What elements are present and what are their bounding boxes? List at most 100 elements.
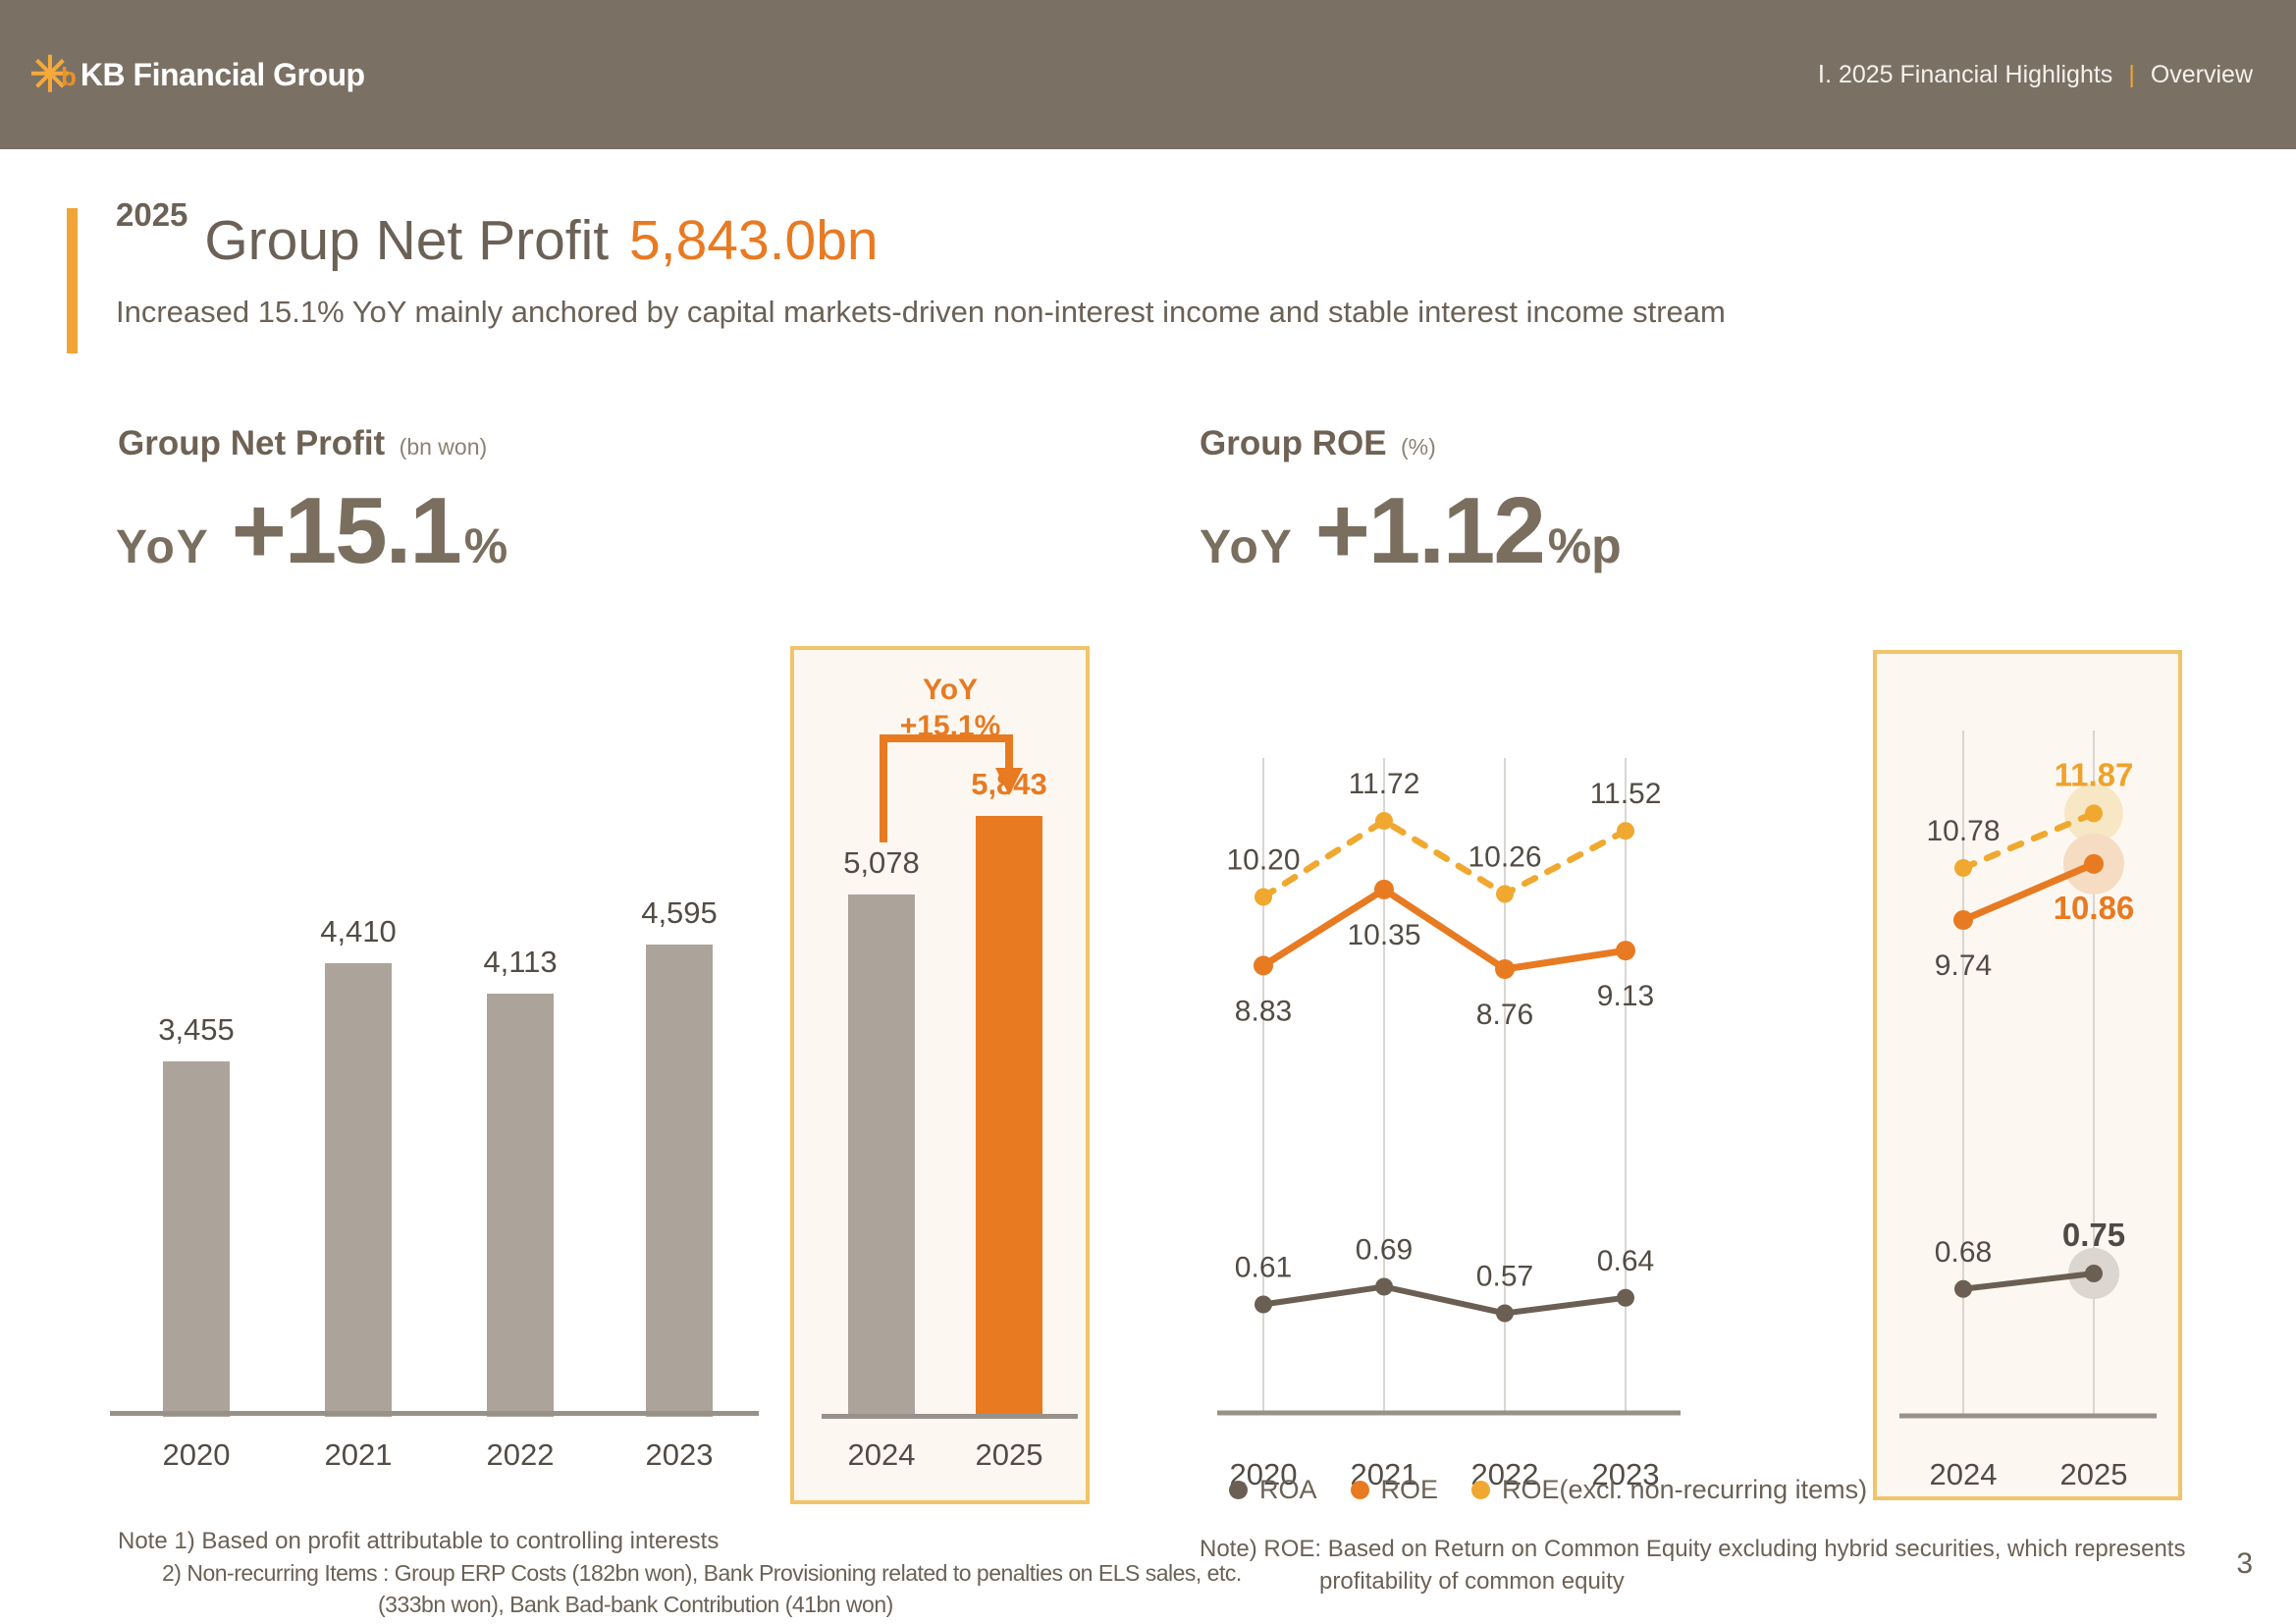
header-bar: ✳ b KB Financial Group Ⅰ. 2025 Financial … [0,0,2296,149]
value-label-ROE(excl. non-recurring items)-2025: 11.87 [2055,756,2134,792]
point-ROE-2022 [1495,959,1515,979]
legend-label: ROA [1259,1475,1317,1504]
point-ROE-2024 [1953,910,1973,931]
right-yoy-stat: YoY +1.12 %p [1200,477,1622,585]
bar-axis-label-2021: 2021 [324,1437,393,1472]
legend-dot-icon [1350,1481,1369,1499]
note-left-1: Note 1) Based on profit attributable to … [118,1528,720,1554]
bar-value-label-2024: 5,078 [843,845,920,880]
right-yoy-label: YoY [1200,521,1294,573]
value-label-ROE(excl. non-recurring items)-2022: 10.26 [1468,841,1541,874]
point-ROE(excl. non-recurring items)-2022 [1496,885,1514,903]
breadcrumb-section: Ⅰ. 2025 Financial Highlights [1817,61,2113,88]
breadcrumb: Ⅰ. 2025 Financial Highlights | Overview [1818,60,2253,89]
line-axis-label-2025: 2025 [2060,1457,2128,1491]
bar-2021 [325,963,392,1417]
value-label-ROA-2021: 0.69 [1356,1234,1413,1267]
note-left-3: (333bn won), Bank Bad-bank Contribution … [378,1592,893,1617]
point-ROE-2023 [1616,941,1635,961]
breadcrumb-divider: | [2128,60,2135,88]
breadcrumb-page: Overview [2150,60,2253,88]
bar-value-label-2021: 4,410 [320,914,397,948]
left-yoy-label: YoY [116,521,210,573]
bar-axis-label-2024: 2024 [847,1437,916,1472]
left-yoy-stat: YoY +15.1 % [116,477,507,585]
bar-2025 [976,816,1042,1417]
page-title: 2025 Group Net Profit 5,843.0bn [116,196,879,273]
point-ROE-2021 [1374,879,1394,899]
point-ROA-2020 [1255,1295,1272,1314]
point-ROA-2025 [2085,1265,2103,1282]
line-axis-label-2024: 2024 [1930,1457,1998,1491]
point-ROE(excl. non-recurring items)-2023 [1617,822,1634,840]
value-label-ROE-2023: 9.13 [1597,980,1654,1012]
note-left-2: 2) Non-recurring Items : Group ERP Costs… [162,1560,1242,1586]
point-ROE(excl. non-recurring items)-2024 [1954,858,1972,877]
value-label-ROA-2023: 0.64 [1597,1245,1654,1277]
point-ROA-2023 [1617,1288,1634,1307]
note-right-1: Note) ROE: Based on Return on Common Equ… [1200,1536,2186,1562]
value-label-ROA-2022: 0.57 [1476,1261,1533,1293]
bar-axis-label-2023: 2023 [645,1437,714,1472]
line-chart-highlight-box [1873,650,2182,1500]
line-ROA-1 [1960,1271,2097,1292]
yoy-arrow-icon [880,734,1023,842]
kb-logo: ✳ b KB Financial Group [29,50,365,99]
value-label-ROE-2025: 10.86 [2054,890,2135,926]
annotation-line1: YoY [922,674,979,706]
legend-item-ROE: ROE [1350,1475,1439,1505]
point-ROA-2021 [1375,1277,1393,1296]
line-axis-label-2023: 2023 [1592,1457,1660,1491]
page-number: 3 [2236,1547,2253,1580]
right-chart-title: Group ROE [1200,424,1387,462]
bar-value-label-2023: 4,595 [641,895,718,930]
right-chart-unit: (%) [1401,434,1436,460]
legend-item-ROE(excl. non-recurring items): ROE(excl. non-recurring items) [1471,1475,1867,1505]
title-year: 2025 [116,196,188,233]
line-ROA-0 [1260,1283,1629,1317]
bar-2023 [646,945,713,1417]
bar-2022 [487,994,554,1417]
legend-dot-icon [1229,1481,1248,1499]
value-label-ROA-2024: 0.68 [1935,1236,1992,1269]
bar-chart-highlight-axis [822,1414,1078,1419]
bar-2020 [163,1061,230,1417]
point-ROA-2022 [1496,1304,1514,1323]
note-right-2: profitability of common equity [1319,1568,1625,1595]
line-ROE-1 [1959,860,2098,924]
bar-axis-label-2022: 2022 [486,1437,555,1472]
right-yoy-unit: %p [1547,518,1622,573]
left-chart-title: Group Net Profit [118,424,386,462]
legend-label: ROE(excl. non-recurring items) [1502,1475,1868,1504]
bar-value-label-2022: 4,113 [483,945,558,979]
point-ROE(excl. non-recurring items)-2021 [1375,812,1393,831]
line-ROE(excl. non-recurring items)-1 [1959,810,2098,872]
bar-axis-label-2025: 2025 [975,1437,1043,1472]
left-yoy-value: +15.1 [231,478,462,583]
right-chart-heading: Group ROE (%) [1200,424,1436,463]
kb-star-b-icon: b [61,62,77,91]
title-main: Group Net Profit [204,209,610,272]
kb-star-icon: ✳ b [29,47,77,102]
legend-label: ROE [1380,1475,1439,1504]
line-ROE(excl. non-recurring items)-0 [1259,817,1629,900]
legend-item-ROA: ROA [1229,1475,1317,1505]
point-ROE(excl. non-recurring items)-2025 [2085,804,2103,823]
value-label-ROE-2024: 9.74 [1935,949,1992,982]
title-subtitle: Increased 15.1% YoY mainly anchored by c… [116,295,1726,329]
value-label-ROE-2021: 10.35 [1347,919,1420,951]
point-ROE(excl. non-recurring items)-2020 [1255,888,1272,906]
title-value: 5,843.0bn [629,209,879,272]
left-chart-unit: (bn won) [399,434,488,460]
point-ROA-2024 [1954,1279,1972,1298]
value-label-ROA-2025: 0.75 [2062,1217,2125,1253]
left-chart-heading: Group Net Profit (bn won) [118,424,487,463]
legend-dot-icon [1471,1481,1491,1499]
point-ROE-2025 [2084,853,2104,874]
bar-axis-label-2020: 2020 [162,1437,231,1472]
bar-value-label-2020: 3,455 [158,1012,235,1047]
value-label-ROA-2020: 0.61 [1235,1252,1292,1284]
